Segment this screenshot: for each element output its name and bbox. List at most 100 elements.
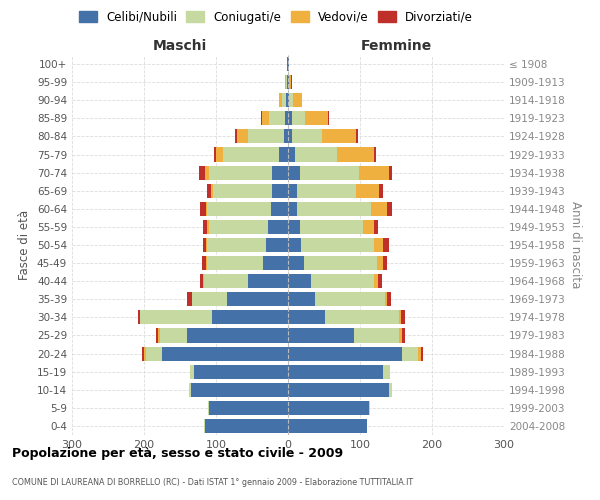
Bar [285,75,286,89]
Bar [272,166,288,179]
Bar [292,130,322,143]
Bar [287,75,288,89]
Bar [292,112,305,126]
Text: COMUNE DI LAUREANA DI BORRELLO (RC) - Dati ISTAT 1° gennaio 2009 - Elaborazione : COMUNE DI LAUREANA DI BORRELLO (RC) - Da… [12,478,413,487]
Bar [289,75,291,89]
Bar [288,75,289,89]
Bar [262,112,269,126]
Bar [266,238,288,252]
Bar [354,328,399,342]
Bar [227,292,288,306]
Bar [288,93,289,108]
Bar [144,346,146,360]
Bar [288,292,316,306]
Bar [137,310,140,324]
Bar [288,130,292,143]
Bar [212,310,288,324]
Bar [421,346,422,360]
Bar [298,202,371,216]
Text: Popolazione per età, sesso e stato civile - 2009: Popolazione per età, sesso e stato civil… [12,448,343,460]
Bar [288,274,311,288]
Bar [248,274,288,288]
Bar [383,364,390,378]
Bar [206,184,211,198]
Bar [206,238,208,252]
Bar [288,220,299,234]
Bar [337,148,374,162]
Bar [209,166,272,179]
Bar [359,166,389,179]
Bar [288,310,325,324]
Bar [272,184,288,198]
Bar [288,419,367,433]
Bar [291,75,292,89]
Bar [399,328,403,342]
Bar [192,292,227,306]
Bar [206,202,208,216]
Bar [214,148,216,162]
Bar [322,130,356,143]
Bar [223,148,280,162]
Bar [288,238,301,252]
Bar [268,220,288,234]
Bar [374,148,376,162]
Bar [216,148,223,162]
Bar [325,310,399,324]
Bar [305,112,328,126]
Bar [288,112,292,126]
Bar [156,328,158,342]
Bar [377,256,383,270]
Bar [237,130,248,143]
Bar [371,202,386,216]
Bar [385,292,388,306]
Bar [298,184,356,198]
Bar [187,292,191,306]
Bar [205,419,288,433]
Bar [213,184,272,198]
Bar [208,401,209,415]
Bar [281,93,286,108]
Text: Maschi: Maschi [153,39,207,53]
Bar [211,184,213,198]
Text: Femmine: Femmine [361,39,431,53]
Bar [187,328,288,342]
Bar [374,238,383,252]
Bar [374,274,378,288]
Bar [204,274,248,288]
Bar [190,364,194,378]
Bar [209,220,268,234]
Bar [203,274,204,288]
Bar [285,112,288,126]
Bar [203,220,208,234]
Bar [205,166,209,179]
Bar [288,346,402,360]
Y-axis label: Fasce di età: Fasce di età [19,210,31,280]
Y-axis label: Anni di nascita: Anni di nascita [569,202,582,288]
Bar [162,346,288,360]
Bar [188,382,191,397]
Bar [235,130,237,143]
Bar [374,220,378,234]
Bar [269,112,285,126]
Bar [316,292,385,306]
Bar [160,328,187,342]
Bar [203,238,206,252]
Bar [401,310,404,324]
Bar [378,274,382,288]
Bar [200,202,206,216]
Bar [295,148,337,162]
Bar [418,346,421,360]
Bar [363,220,374,234]
Bar [368,401,370,415]
Bar [288,166,299,179]
Bar [208,202,271,216]
Bar [208,220,209,234]
Bar [284,130,288,143]
Bar [289,93,293,108]
Bar [288,57,289,71]
Bar [146,346,162,360]
Bar [288,256,304,270]
Bar [191,382,288,397]
Bar [200,274,203,288]
Bar [288,382,389,397]
